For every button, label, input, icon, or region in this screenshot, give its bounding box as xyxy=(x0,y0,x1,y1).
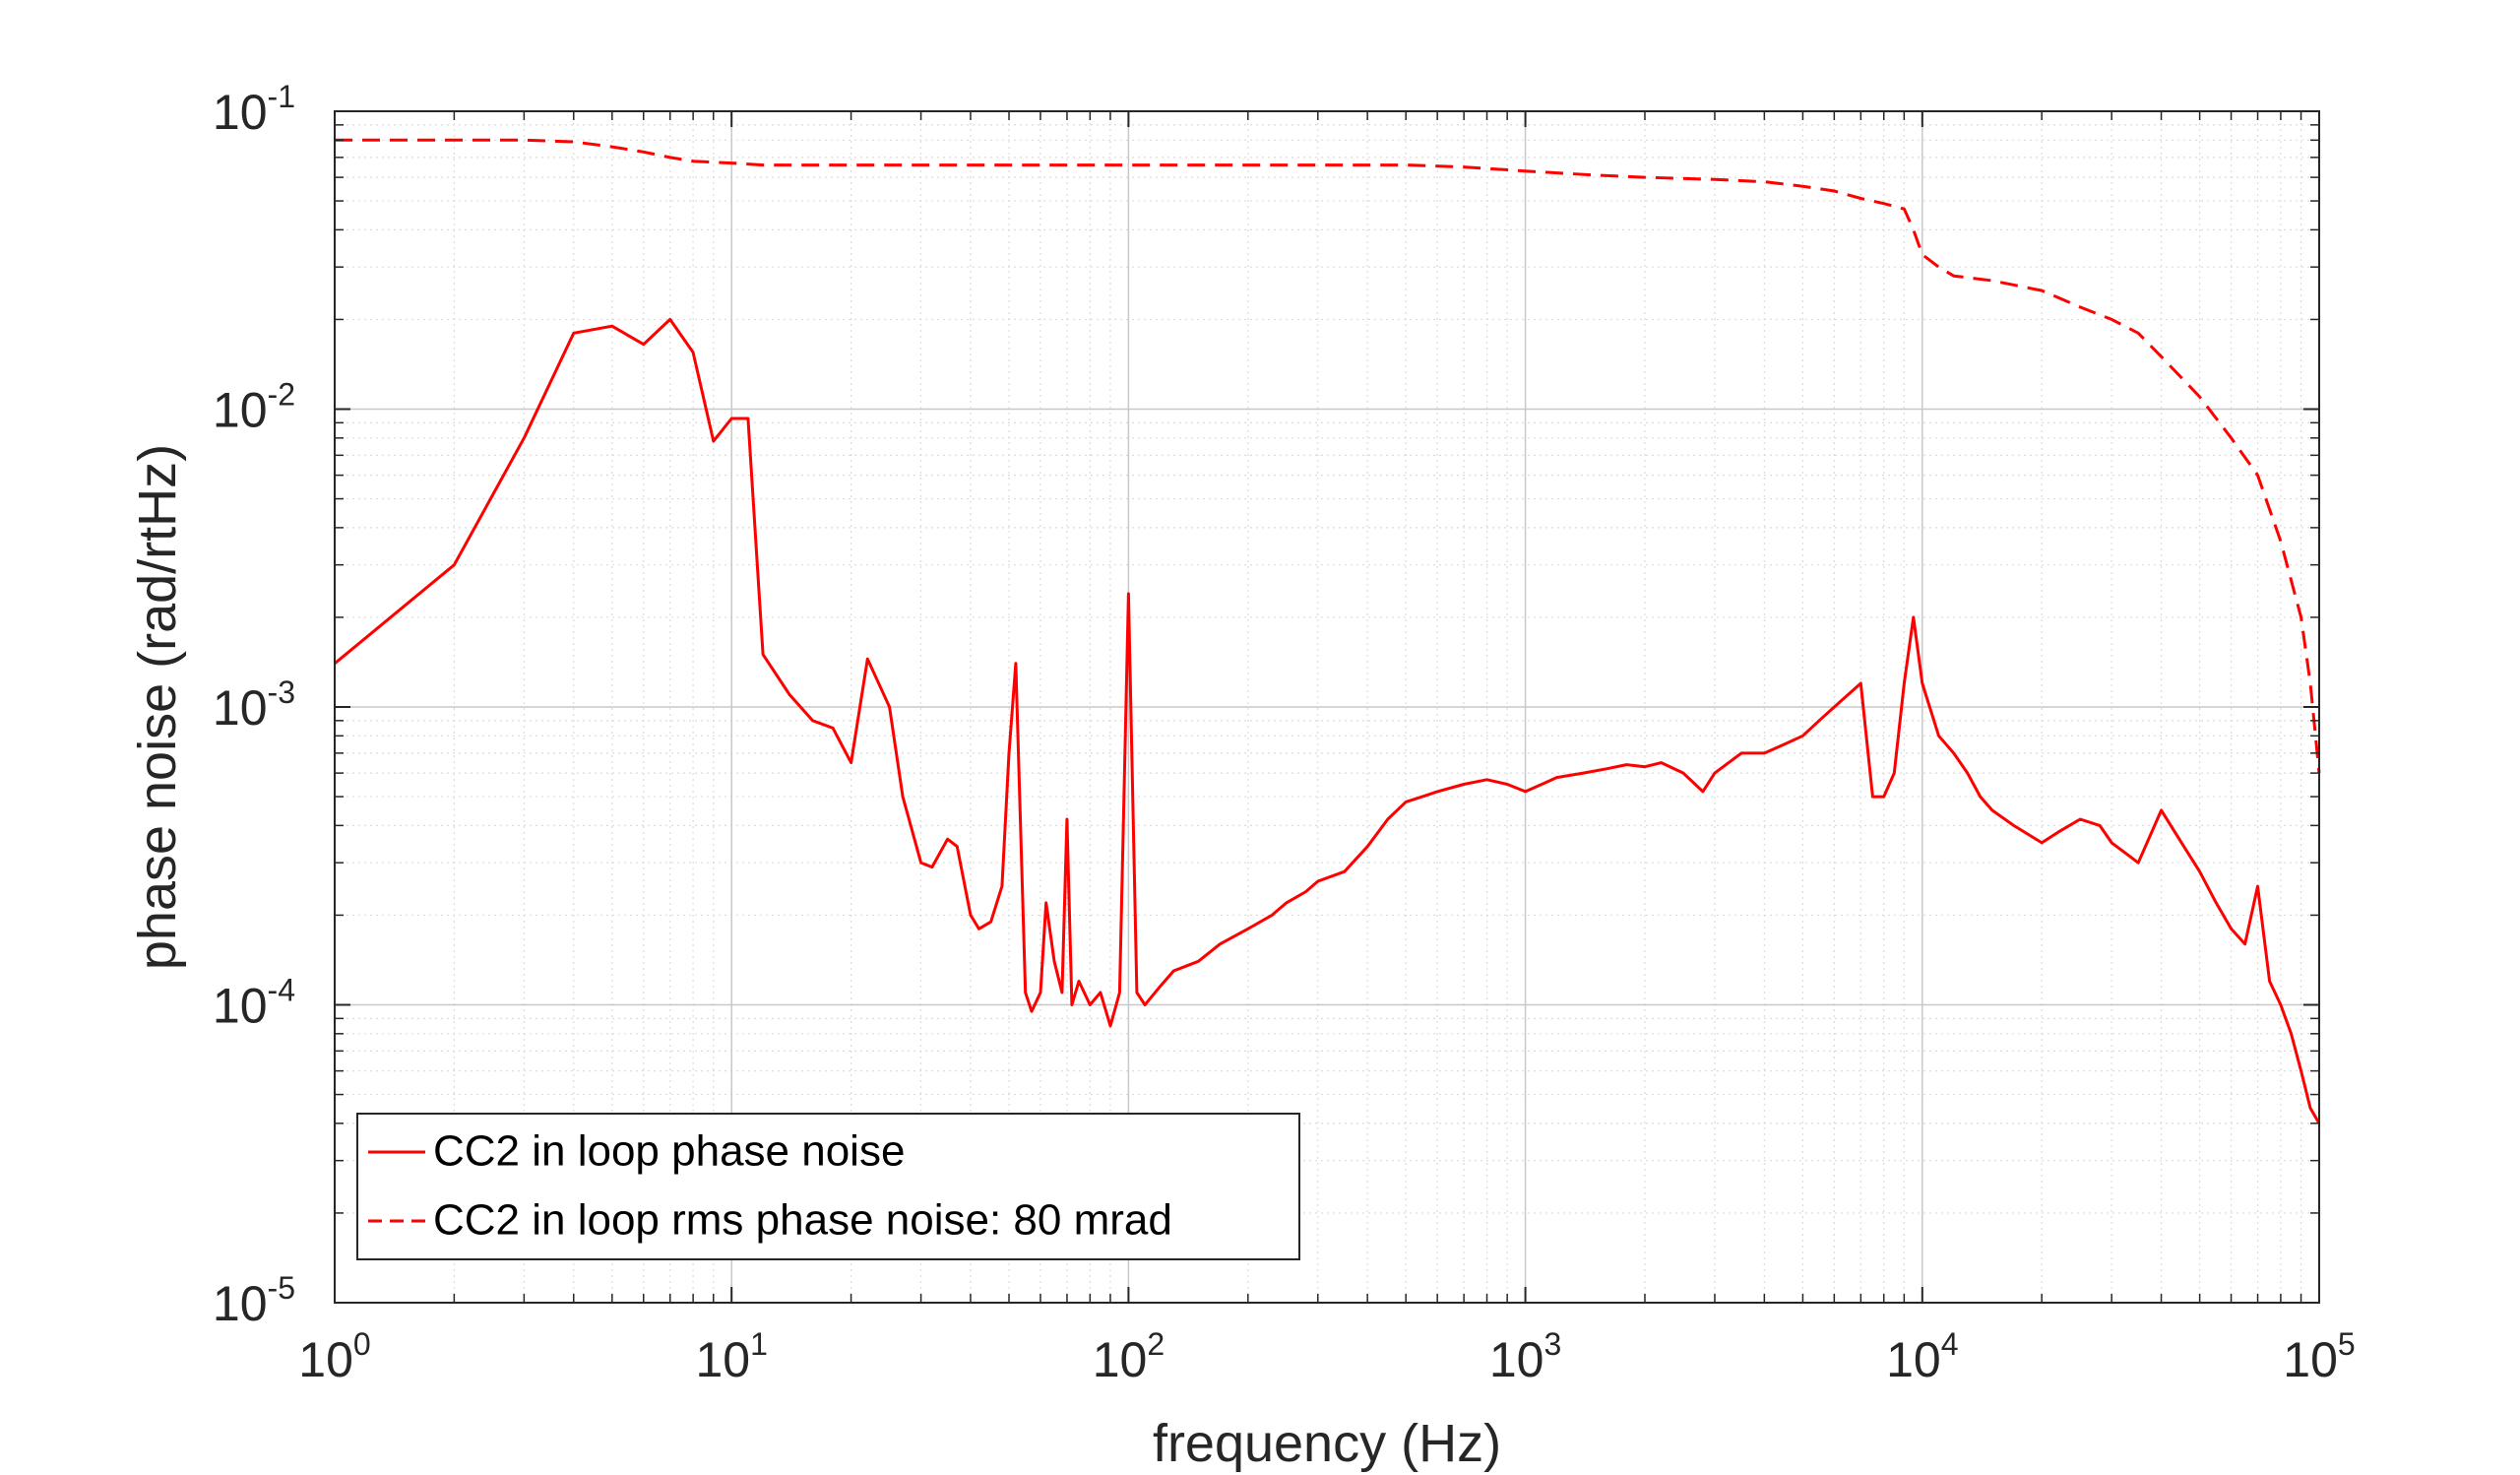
y-tick-label-base: 10 xyxy=(213,979,268,1034)
x-tick-label-base: 10 xyxy=(1886,1332,1941,1387)
y-tick-label-exponent: -5 xyxy=(268,1270,295,1306)
series-phase-noise-line xyxy=(334,317,2321,1124)
x-axis-label: frequency (Hz) xyxy=(1153,1414,1501,1473)
y-tick-label: 10-5 xyxy=(213,1270,295,1331)
y-tick-label: 10-2 xyxy=(213,377,295,438)
x-tick-label-exponent: 0 xyxy=(353,1326,371,1362)
x-tick-label-exponent: 2 xyxy=(1147,1326,1165,1362)
x-tick-label-exponent: 5 xyxy=(2338,1326,2356,1362)
x-tick-label-base: 10 xyxy=(2283,1332,2338,1387)
y-tick-label-exponent: -4 xyxy=(268,973,295,1008)
y-tick-label: 10-1 xyxy=(213,79,295,140)
legend-label-solid: CC2 in loop phase noise xyxy=(433,1127,905,1176)
y-tick-label-base: 10 xyxy=(213,85,268,140)
y-axis-label: phase noise (rad/rtHz) xyxy=(128,444,187,970)
x-tick-labels: 100 101 102 103 104 105 xyxy=(298,1326,2355,1387)
x-tick-label: 105 xyxy=(2283,1326,2355,1387)
x-tick-label: 101 xyxy=(695,1326,767,1387)
x-tick-label-exponent: 1 xyxy=(750,1326,768,1362)
x-tick-label-base: 10 xyxy=(298,1332,353,1387)
y-tick-label-base: 10 xyxy=(213,680,268,736)
y-tick-label: 10-4 xyxy=(213,973,295,1034)
y-tick-label-exponent: -1 xyxy=(268,79,295,114)
x-tick-label: 102 xyxy=(1093,1326,1165,1387)
x-tick-label-base: 10 xyxy=(1489,1332,1544,1387)
series-layer xyxy=(334,138,2321,1124)
x-tick-label-exponent: 4 xyxy=(1941,1326,1959,1362)
grid-minor xyxy=(335,111,2319,1303)
x-tick-label: 104 xyxy=(1886,1326,1958,1387)
y-tick-label: 10-3 xyxy=(213,674,295,736)
x-tick-label: 100 xyxy=(298,1326,370,1387)
ticks-layer xyxy=(334,110,2320,1304)
y-tick-label-base: 10 xyxy=(213,383,268,438)
legend-box xyxy=(356,1113,1300,1260)
x-tick-label-base: 10 xyxy=(1093,1332,1148,1387)
y-tick-label-exponent: -3 xyxy=(268,674,295,710)
x-tick-label-exponent: 3 xyxy=(1544,1326,1562,1362)
y-tick-labels: 10-510-410-310-210-1 xyxy=(213,79,295,1331)
x-tick-label-base: 10 xyxy=(695,1332,750,1387)
y-tick-label-exponent: -2 xyxy=(268,377,295,413)
legend: CC2 in loop phase noise CC2 in loop rms … xyxy=(356,1113,1300,1260)
x-tick-label: 103 xyxy=(1489,1326,1561,1387)
series-rms-phase-noise-line xyxy=(335,138,2321,774)
legend-label-dashed: CC2 in loop rms phase noise: 80 mrad xyxy=(433,1196,1172,1245)
y-tick-label-base: 10 xyxy=(213,1276,268,1331)
